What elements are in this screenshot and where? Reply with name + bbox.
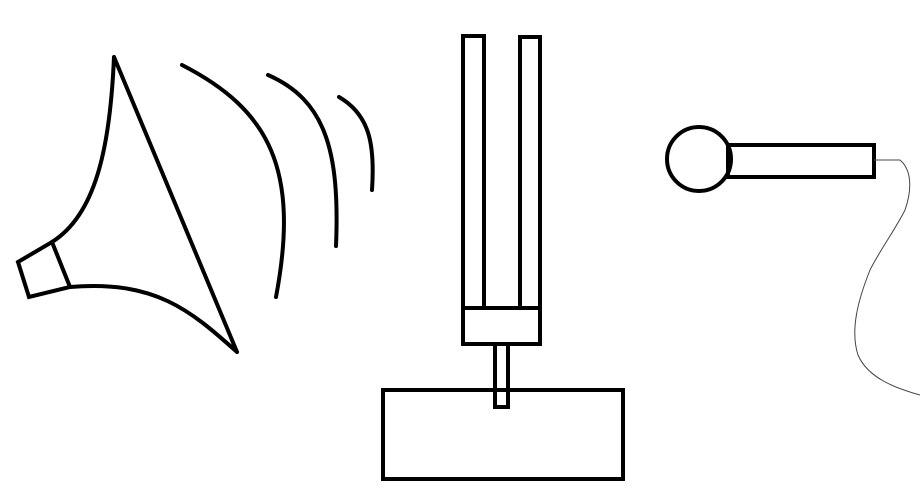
sound-wave-inner [337, 95, 375, 192]
tuning-fork-icon [461, 34, 542, 409]
microphone-head [665, 125, 733, 193]
fork-prong-right [518, 35, 542, 310]
fork-stem [493, 342, 510, 409]
sound-wave-icon [180, 63, 375, 299]
fork-base [461, 306, 542, 346]
microphone-icon [665, 125, 876, 193]
resonance-box-icon [381, 388, 625, 481]
sound-wave-middle [266, 73, 339, 248]
cable-icon [854, 159, 920, 396]
horn-throat [15, 239, 73, 300]
horn-body [50, 55, 239, 354]
microphone-handle [726, 143, 876, 179]
fork-prong-left [461, 34, 486, 310]
sound-wave-outer [180, 63, 286, 299]
loudspeaker-icon [15, 55, 239, 354]
